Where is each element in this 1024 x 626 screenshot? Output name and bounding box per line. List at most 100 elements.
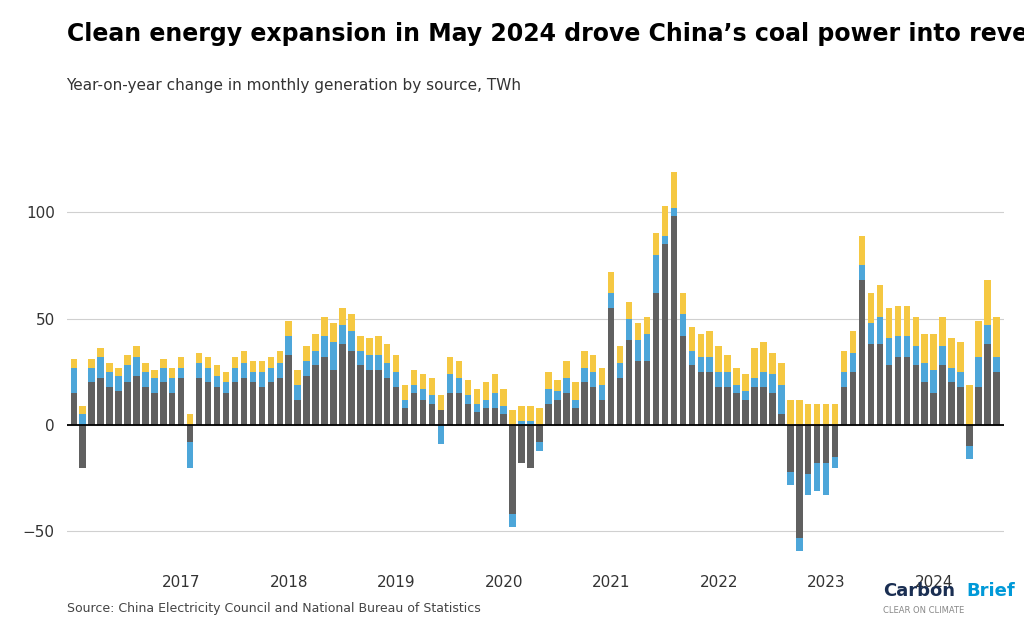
Bar <box>259 387 265 425</box>
Bar <box>733 384 739 393</box>
Bar <box>697 357 703 372</box>
Bar <box>984 280 990 325</box>
Bar <box>348 351 354 425</box>
Bar <box>608 293 614 308</box>
Bar <box>716 346 722 372</box>
Bar <box>912 346 919 366</box>
Text: Source: China Electricity Council and National Bureau of Statistics: Source: China Electricity Council and Na… <box>67 602 480 615</box>
Bar <box>975 357 982 387</box>
Bar <box>787 472 794 485</box>
Bar <box>733 393 739 425</box>
Bar <box>823 404 829 425</box>
Bar <box>116 391 122 425</box>
Bar <box>116 367 122 376</box>
Bar <box>626 340 632 425</box>
Bar <box>967 384 973 425</box>
Bar <box>662 244 668 425</box>
Bar <box>482 382 489 399</box>
Bar <box>662 206 668 235</box>
Bar <box>375 370 382 425</box>
Bar <box>322 317 328 336</box>
Bar <box>572 399 579 408</box>
Bar <box>545 372 552 389</box>
Bar <box>331 370 337 425</box>
Bar <box>537 442 543 451</box>
Bar <box>196 363 203 378</box>
Bar <box>241 378 247 425</box>
Bar <box>133 376 139 425</box>
Bar <box>948 338 954 367</box>
Bar <box>367 370 373 425</box>
Bar <box>375 336 382 355</box>
Bar <box>599 367 605 384</box>
Bar <box>133 346 139 357</box>
Bar <box>814 404 820 425</box>
Bar <box>286 355 292 425</box>
Bar <box>967 425 973 446</box>
Bar <box>420 389 426 399</box>
Bar <box>124 355 131 366</box>
Bar <box>957 372 964 387</box>
Bar <box>214 387 220 425</box>
Bar <box>429 378 435 395</box>
Bar <box>339 325 346 344</box>
Bar <box>312 334 318 351</box>
Bar <box>616 363 624 378</box>
Bar <box>805 425 811 474</box>
Bar <box>348 331 354 351</box>
Bar <box>501 406 507 414</box>
Bar <box>742 374 749 391</box>
Bar <box>644 361 650 425</box>
Bar <box>644 317 650 334</box>
Bar <box>446 357 454 374</box>
Text: Carbon: Carbon <box>883 582 954 600</box>
Bar <box>626 319 632 340</box>
Bar <box>680 293 686 314</box>
Bar <box>922 382 928 425</box>
Bar <box>411 370 418 384</box>
Bar <box>635 323 641 340</box>
Bar <box>106 372 113 387</box>
Bar <box>465 404 471 425</box>
Bar <box>931 370 937 393</box>
Bar <box>922 363 928 382</box>
Bar <box>626 302 632 319</box>
Bar <box>402 384 409 399</box>
Bar <box>169 393 175 425</box>
Bar <box>867 293 874 323</box>
Bar <box>97 378 103 425</box>
Bar <box>160 382 167 425</box>
Bar <box>939 346 946 366</box>
Bar <box>724 372 731 387</box>
Bar <box>680 314 686 336</box>
Bar <box>688 366 695 425</box>
Bar <box>841 372 847 387</box>
Bar <box>295 370 301 384</box>
Bar <box>527 425 534 468</box>
Bar <box>80 425 86 468</box>
Bar <box>205 382 211 425</box>
Bar <box>465 381 471 395</box>
Bar <box>71 367 77 393</box>
Bar <box>446 374 454 393</box>
Bar <box>492 374 498 393</box>
Bar <box>859 265 865 280</box>
Bar <box>823 463 829 495</box>
Bar <box>716 387 722 425</box>
Bar <box>169 378 175 393</box>
Bar <box>473 404 480 413</box>
Bar <box>537 425 543 442</box>
Bar <box>680 336 686 425</box>
Bar <box>939 317 946 346</box>
Bar <box>231 357 239 367</box>
Bar <box>616 346 624 363</box>
Bar <box>214 376 220 387</box>
Bar <box>608 308 614 425</box>
Bar <box>796 425 803 538</box>
Bar <box>124 366 131 382</box>
Bar <box>375 355 382 370</box>
Legend: Coal and gas, Hydro, nuclear and biomass, Solar and wind: Coal and gas, Hydro, nuclear and biomass… <box>67 0 647 3</box>
Bar <box>787 399 794 425</box>
Bar <box>429 395 435 404</box>
Bar <box>152 378 158 393</box>
